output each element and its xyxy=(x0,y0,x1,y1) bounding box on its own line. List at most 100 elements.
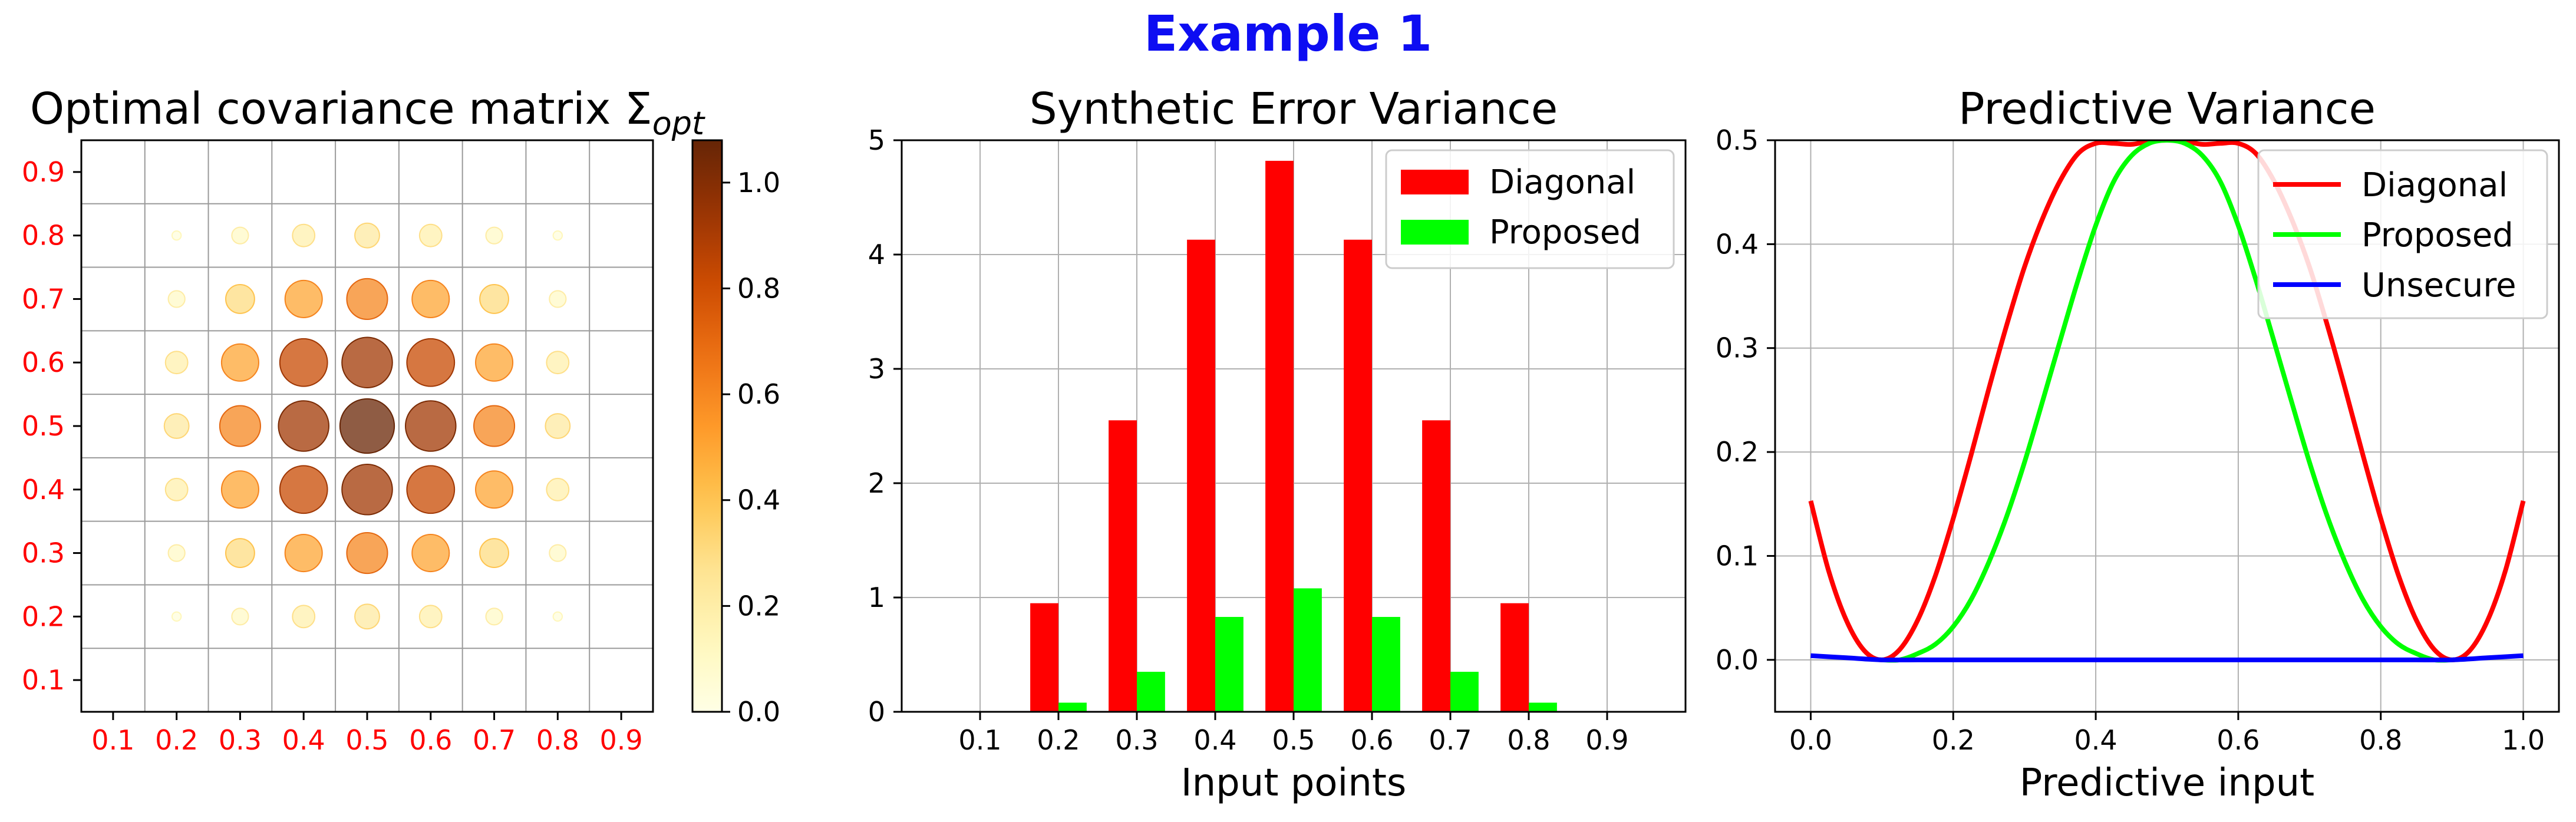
matrix-bubble xyxy=(164,477,189,501)
y-tick-label: 5 xyxy=(868,124,885,156)
y-tick-label: 0.3 xyxy=(1716,332,1759,364)
matrix-bubble xyxy=(552,611,563,622)
matrix-bubble xyxy=(220,470,259,509)
colorbar: 0.0 0.2 0.4 0.6 0.8 1.0 xyxy=(691,139,780,728)
x-tick-label: 0.1 xyxy=(91,724,134,756)
x-tick-label: 0.2 xyxy=(1037,724,1080,756)
bar-diagonal xyxy=(1344,239,1372,712)
x-tick-label: 0.7 xyxy=(473,724,516,756)
series-lines xyxy=(1808,140,2526,663)
legend-label: Proposed xyxy=(2361,216,2514,255)
x-tick-label: 0.4 xyxy=(2074,724,2117,756)
matrix-bubble xyxy=(278,400,329,452)
covariance-matrix-panel: 0.1 0.1 0.2 0.2 0.3 0.3 0.4 0.4 0.5 0.5 0.6 0.6 0.7 0… xyxy=(22,84,705,756)
matrix-bubble xyxy=(552,230,563,241)
bar-proposed xyxy=(1137,672,1165,712)
legend-swatch-proposed xyxy=(1401,220,1469,245)
y-tick-label: 0 xyxy=(868,696,885,728)
matrix-bubble xyxy=(475,470,514,509)
y-tick-label: 0.2 xyxy=(22,600,65,632)
bar-diagonal xyxy=(1030,603,1058,712)
series-line-proposed xyxy=(1882,140,2452,663)
x-tick-label: 0.3 xyxy=(219,724,262,756)
matrix-bubble xyxy=(284,279,323,318)
predictive-variance-panel: 0.0 0.2 0.4 0.6 0.8 1.0 0.0 0.1 0.2 0.3 0.4 0.5 Pred… xyxy=(1716,84,2560,805)
matrix-bubble xyxy=(418,605,443,629)
matrix-bubble xyxy=(546,477,570,501)
y-tick-label: 0.5 xyxy=(1716,124,1759,156)
matrix-bubble xyxy=(479,538,509,568)
matrix-bubble xyxy=(479,284,509,314)
colorbar-tick-label: 0.4 xyxy=(737,484,780,516)
colorbar-tick-label: 0.2 xyxy=(737,590,780,622)
plot-frame xyxy=(1774,139,2560,713)
matrix-bubble xyxy=(279,465,328,514)
bar-diagonal xyxy=(1422,420,1450,712)
matrix-bubble xyxy=(341,336,393,388)
matrix-bubble xyxy=(231,226,249,245)
matrix-bubble xyxy=(475,343,514,382)
y-tick-label: 0.6 xyxy=(22,346,65,378)
y-tick-label: 0.8 xyxy=(22,220,65,252)
matrix-bubble xyxy=(167,544,186,562)
colorbar-tick-label: 0.0 xyxy=(737,696,780,728)
bar-proposed xyxy=(1294,588,1322,712)
x-axis-label: Predictive input xyxy=(2020,761,2314,805)
y-tick-label: 0.0 xyxy=(1716,644,1759,676)
legend-label: Proposed xyxy=(1489,213,1641,252)
panel-title: Optimal covariance matrix Σopt xyxy=(30,84,705,142)
matrix-bubble xyxy=(231,608,249,626)
bar-diagonal xyxy=(1187,239,1215,712)
y-tick-label: 0.9 xyxy=(22,156,65,188)
x-tick-label: 0.6 xyxy=(2217,724,2260,756)
matrix-bubble xyxy=(164,351,189,375)
x-tick-label: 1.0 xyxy=(2502,724,2545,756)
x-tick-label: 0.5 xyxy=(345,724,388,756)
matrix-bubble xyxy=(225,538,255,568)
y-tick-label: 1 xyxy=(868,582,885,613)
x-tick-label: 0.0 xyxy=(1789,724,1832,756)
matrix-bubble xyxy=(411,279,450,318)
bar-proposed xyxy=(1529,702,1557,712)
x-tick-label: 0.4 xyxy=(282,724,325,756)
matrix-bubble xyxy=(406,465,456,514)
matrix-bubble xyxy=(279,338,328,387)
legend-box xyxy=(2257,149,2548,319)
matrix-bubble xyxy=(418,223,443,247)
figure-title: Example 1 xyxy=(1143,5,1433,62)
bar-diagonal xyxy=(1500,603,1529,712)
x-tick-label: 0.1 xyxy=(958,724,1001,756)
matrix-bubble xyxy=(292,223,316,247)
bar-proposed xyxy=(1450,672,1479,712)
legend-label: Unsecure xyxy=(2361,266,2516,305)
matrix-bubble xyxy=(346,532,388,575)
matrix-bubble xyxy=(339,398,395,454)
matrix-bubble xyxy=(549,290,567,308)
bar-diagonal xyxy=(1265,160,1294,712)
y-tick-label: 3 xyxy=(868,353,885,385)
legend-swatch-diagonal xyxy=(1401,170,1469,194)
x-tick-label: 0.2 xyxy=(1932,724,1975,756)
x-axis-label: Input points xyxy=(1181,761,1407,805)
matrix-bubble xyxy=(485,608,503,626)
matrix-bubble xyxy=(354,222,380,249)
matrix-bubble xyxy=(167,290,186,308)
matrix-bubble xyxy=(171,611,182,622)
matrix-bubble xyxy=(406,338,456,387)
matrix-bubble xyxy=(163,413,190,439)
matrix-bubble xyxy=(473,405,516,447)
y-tick-label: 0.3 xyxy=(22,537,65,569)
x-tick-label: 0.8 xyxy=(536,724,579,756)
x-tick-label: 0.5 xyxy=(1272,724,1315,756)
y-tick-label: 0.1 xyxy=(1716,540,1759,572)
matrix-bubble xyxy=(485,226,503,245)
x-tick-label: 0.6 xyxy=(409,724,452,756)
panel-title: Synthetic Error Variance xyxy=(1030,84,1558,134)
x-tick-label: 0.8 xyxy=(1507,724,1550,756)
colorbar-tick-label: 0.8 xyxy=(737,272,780,304)
matrix-bubble xyxy=(284,534,323,573)
series-line-diagonal xyxy=(1808,140,2526,662)
y-tick-label: 0.7 xyxy=(22,283,65,315)
x-tick-label: 0.9 xyxy=(600,724,643,756)
matrix-bubble xyxy=(546,351,570,375)
